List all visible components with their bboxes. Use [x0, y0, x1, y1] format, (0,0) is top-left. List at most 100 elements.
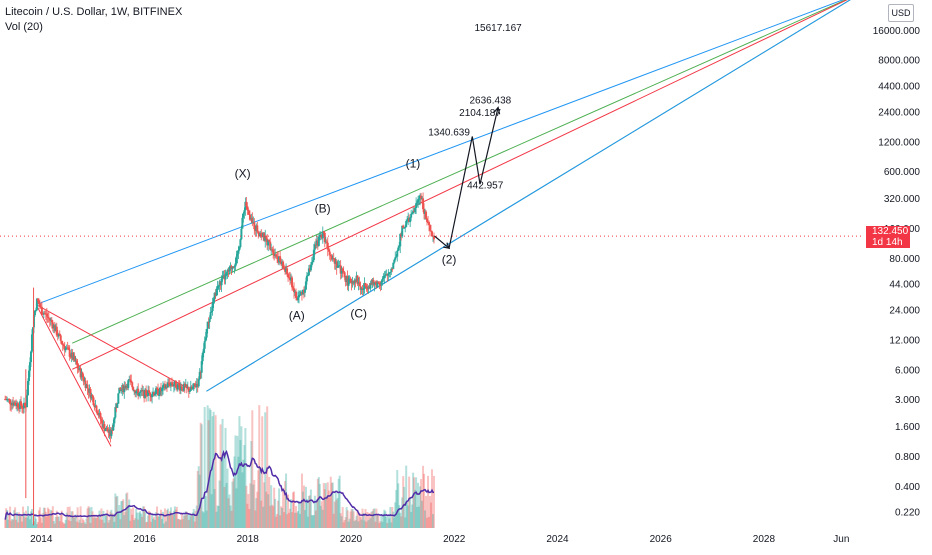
volume-bar: [154, 519, 157, 528]
volume-bar: [146, 521, 149, 528]
volume-bar: [73, 516, 76, 528]
volume-bar: [244, 428, 247, 528]
volume-bar: [248, 509, 251, 528]
candle-body: [430, 230, 432, 232]
candle-body: [22, 407, 25, 409]
candle-body: [390, 268, 393, 272]
price-tick-label: 1.600: [895, 422, 920, 433]
volume-bar: [274, 498, 277, 528]
time-tick-label: 2026: [650, 534, 673, 545]
volume-bar: [320, 501, 323, 528]
volume-bar: [104, 515, 107, 528]
candle-body: [303, 289, 306, 293]
volume-bar: [318, 483, 321, 528]
volume-bar: [269, 505, 272, 528]
candle-body: [422, 198, 425, 210]
volume-bar: [108, 519, 111, 528]
volume-bar: [121, 500, 124, 528]
candle-body: [81, 372, 84, 378]
volume-bar: [313, 495, 316, 528]
volume-bar: [413, 477, 416, 528]
candle-body: [364, 283, 367, 286]
candle-body: [148, 390, 151, 393]
price-tick-label: 0.220: [895, 508, 920, 519]
volume-bar: [350, 509, 353, 528]
candle-body: [159, 387, 162, 395]
volume-bar: [93, 514, 96, 528]
volume-bar: [220, 459, 223, 528]
currency-badge[interactable]: USD: [888, 4, 914, 22]
volume-bar: [124, 511, 127, 528]
volume-bar: [405, 465, 408, 528]
volume-bar: [156, 506, 159, 528]
volume-bar: [132, 507, 135, 528]
wave-label: (X): [235, 166, 251, 180]
pitchfork-handle-line: [35, 304, 112, 447]
candle-body: [425, 211, 428, 219]
candle-body: [313, 244, 316, 250]
volume-bar: [122, 499, 125, 528]
volume-bar: [25, 510, 28, 528]
volume-bar: [426, 517, 429, 528]
volume-bar: [279, 515, 282, 528]
volume-bar: [242, 459, 245, 528]
candle-body: [9, 399, 12, 405]
volume-bar: [281, 507, 284, 528]
candle-body: [296, 297, 299, 300]
volume-bar: [69, 521, 72, 528]
target-price-label: 2104.187: [459, 108, 501, 119]
volume-bar: [387, 515, 390, 528]
volume-bar: [339, 513, 342, 528]
volume-bar: [286, 514, 289, 528]
candle-body: [82, 377, 85, 382]
volume-bar: [228, 494, 231, 528]
candle-body: [242, 213, 245, 218]
candle-body: [347, 278, 350, 286]
volume-bar: [391, 506, 394, 528]
volume-bar: [249, 483, 252, 528]
volume-bar: [337, 478, 340, 528]
price-tick-label: 16000.000: [873, 26, 921, 37]
volume-bar: [427, 475, 430, 528]
volume-bar: [44, 511, 47, 528]
volume-bar: [38, 507, 41, 528]
bar-countdown: 1d 14h: [872, 237, 903, 248]
volume-bar: [382, 513, 385, 528]
volume-bar: [212, 411, 215, 528]
candle-body: [393, 259, 396, 263]
volume-bar: [402, 476, 405, 528]
volume-bar: [374, 521, 377, 528]
volume-indicator-label[interactable]: Vol (20): [5, 21, 43, 33]
candle-body: [188, 390, 191, 392]
pitchfork-line-green: [72, 0, 847, 344]
candle-body: [416, 202, 419, 204]
volume-bar: [97, 514, 100, 528]
candle-body: [154, 394, 157, 396]
price-tick-label: 1200.000: [878, 137, 920, 148]
volume-bar: [105, 515, 108, 528]
volume-bar: [230, 510, 233, 528]
candle-body: [234, 263, 237, 267]
volume-bar: [400, 516, 403, 528]
candle-body: [268, 239, 271, 242]
volume-bar: [202, 512, 205, 528]
candle-body: [213, 292, 216, 299]
candle-body: [116, 403, 119, 408]
volume-bar: [369, 518, 372, 528]
candle-body: [73, 355, 76, 362]
volume-bar: [366, 512, 369, 528]
candle-body: [395, 256, 398, 258]
target-price-label: 15617.167: [474, 23, 522, 34]
target-price-label: 1340.639: [428, 127, 470, 138]
volume-bar: [285, 473, 288, 528]
time-tick-label: 2020: [340, 534, 363, 545]
candle-body: [27, 370, 30, 381]
volume-bar: [238, 416, 241, 528]
volume-bar: [127, 505, 130, 528]
volume-bar: [317, 477, 320, 528]
volume-bar: [352, 511, 355, 528]
candle-body: [361, 288, 364, 290]
volume-bar: [282, 488, 285, 528]
